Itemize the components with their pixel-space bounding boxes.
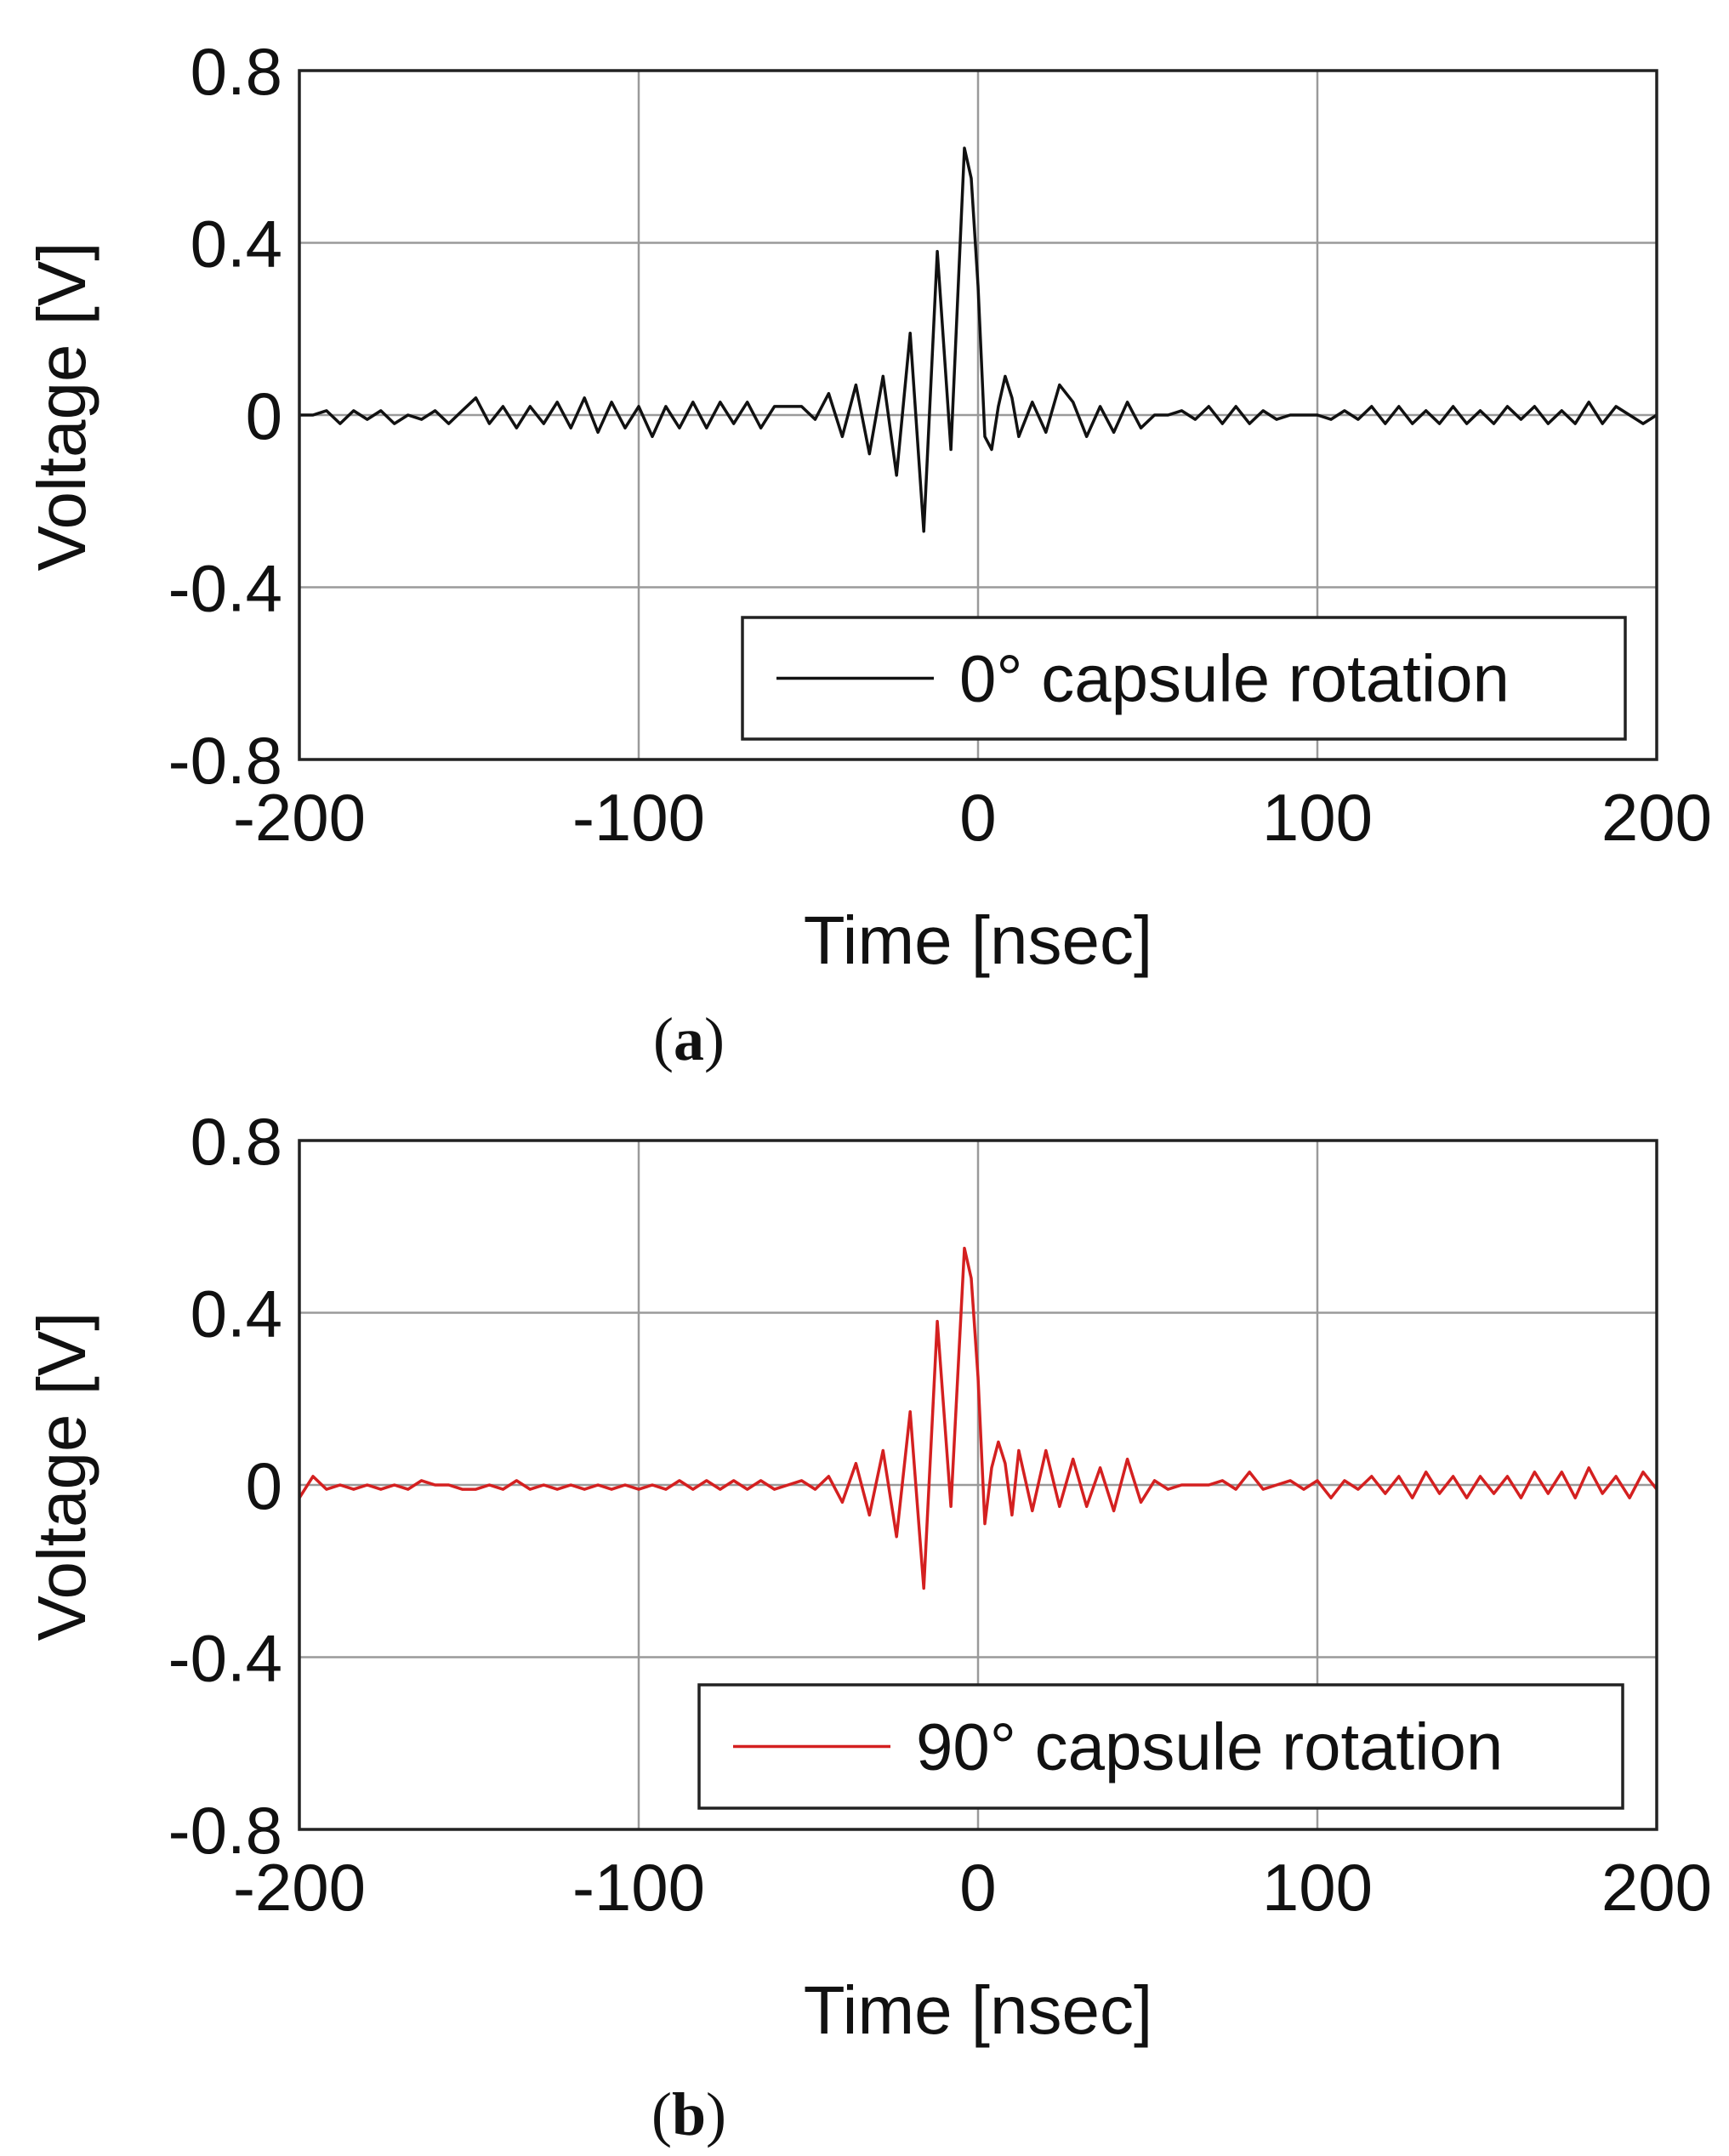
panel-a-y-tick-label: 0 [246, 378, 282, 453]
panel-b-y-tick-label: 0 [246, 1448, 282, 1523]
panel-a-caption: (a) [653, 1005, 725, 1073]
panel-a-series-line-0 [299, 146, 1658, 533]
panel-a-x-tick-label: -100 [572, 780, 705, 855]
panel-b-x-tick-label: -200 [233, 1850, 366, 1925]
panel-b-y-tick-label: 0.4 [191, 1277, 282, 1351]
panel-b: -0.8 -0.4 0 0.4 0.8 -200 -100 0 100 200 Voltage … [24, 1104, 1712, 2148]
panel-a-y-tick-label: 0.4 [191, 207, 282, 282]
panel-a-y-tick-labels: -0.8 -0.4 0 0.4 0.8 [168, 34, 282, 798]
panel-b-y-tick-labels: -0.8 -0.4 0 0.4 0.8 [168, 1104, 282, 1868]
panel-b-x-tick-label: -100 [572, 1850, 705, 1925]
panel-b-y-axis-label: Voltage [V] [24, 1312, 100, 1641]
panel-b-x-tick-label: 0 [959, 1850, 996, 1925]
panel-a-y-tick-label: -0.8 [168, 723, 282, 798]
panel-a-x-tick-labels: -200 -100 0 100 200 [233, 780, 1712, 855]
panel-b-x-tick-labels: -200 -100 0 100 200 [233, 1850, 1712, 1925]
panel-a-x-tick-label: 0 [959, 780, 996, 855]
panel-b-y-tick-label: 0.8 [191, 1104, 282, 1179]
panel-a-legend: 0° capsule rotation [741, 616, 1627, 741]
panel-a-series [299, 146, 1658, 533]
panel-b-x-tick-label: 100 [1262, 1850, 1373, 1925]
panel-b-legend-label: 90° capsule rotation [916, 1709, 1503, 1784]
panel-a-y-tick-label: -0.4 [168, 551, 282, 626]
panel-a-x-axis-label: Time [nsec] [804, 902, 1152, 978]
panel-b-caption: (b) [651, 2080, 726, 2148]
panel-a-x-tick-label: 200 [1601, 780, 1712, 855]
panel-b-x-axis-label: Time [nsec] [804, 1972, 1152, 2048]
panel-a-caption-letter: a [674, 1005, 704, 1073]
panel-b-legend: 90° capsule rotation [697, 1683, 1624, 1810]
panel-b-series [298, 1246, 1658, 1590]
panel-a-x-tick-label: -200 [233, 780, 366, 855]
panel-b-caption-letter: b [672, 2080, 706, 2148]
panel-b-x-tick-label: 200 [1601, 1850, 1712, 1925]
panel-a: -0.8 -0.4 0 0.4 0.8 -200 -100 0 100 200 Voltage … [24, 34, 1712, 1073]
panel-b-y-tick-label: -0.4 [168, 1621, 282, 1696]
panel-b-plot-frame [298, 1139, 1658, 1831]
panel-a-plot-frame [298, 69, 1658, 761]
panel-b-y-tick-label: -0.8 [168, 1793, 282, 1868]
panel-a-legend-label: 0° capsule rotation [959, 641, 1510, 716]
panel-a-y-tick-label: 0.8 [191, 34, 282, 109]
panel-a-y-axis-label: Voltage [V] [24, 242, 100, 572]
panel-b-series-line-0 [298, 1246, 1658, 1590]
panel-a-x-tick-label: 100 [1262, 780, 1373, 855]
